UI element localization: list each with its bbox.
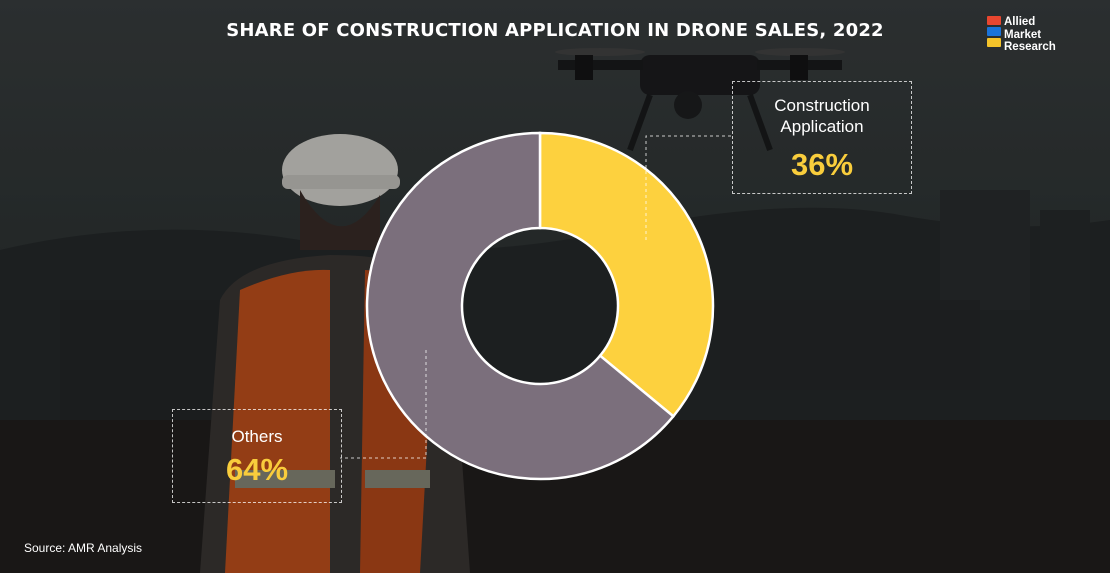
- donut-slice-construction-application: [538, 131, 715, 419]
- leader-line-construction: [645, 135, 732, 240]
- leader-line-others: [340, 350, 427, 459]
- company-logo: Allied Market Research: [987, 16, 1087, 64]
- value-construction: 36%: [790, 147, 854, 182]
- logo-bar-red: [987, 16, 1001, 25]
- chart-title: SHARE OF CONSTRUCTION APPLICATION IN DRO…: [226, 20, 884, 41]
- donut-slice-others: [365, 131, 676, 481]
- logo-bars-icon: [987, 16, 1001, 60]
- logo-bar-yellow: [987, 38, 1001, 47]
- source-note: Source: AMR Analysis: [24, 541, 143, 555]
- callout-construction: Construction Application 36%: [732, 81, 912, 194]
- callout-others: Others 64%: [172, 409, 342, 503]
- logo-line-2: Market: [1004, 28, 1042, 41]
- logo-line-3: Research: [1004, 41, 1056, 53]
- logo-text: Allied Market Research: [1004, 16, 1056, 54]
- logo-bar-blue: [987, 27, 1001, 36]
- drone-silhouette: [555, 48, 845, 152]
- value-others: 64%: [225, 452, 289, 487]
- label-others: Others: [231, 427, 283, 446]
- label-construction: Construction Application: [774, 96, 870, 136]
- logo-line-1: Allied: [1004, 16, 1036, 28]
